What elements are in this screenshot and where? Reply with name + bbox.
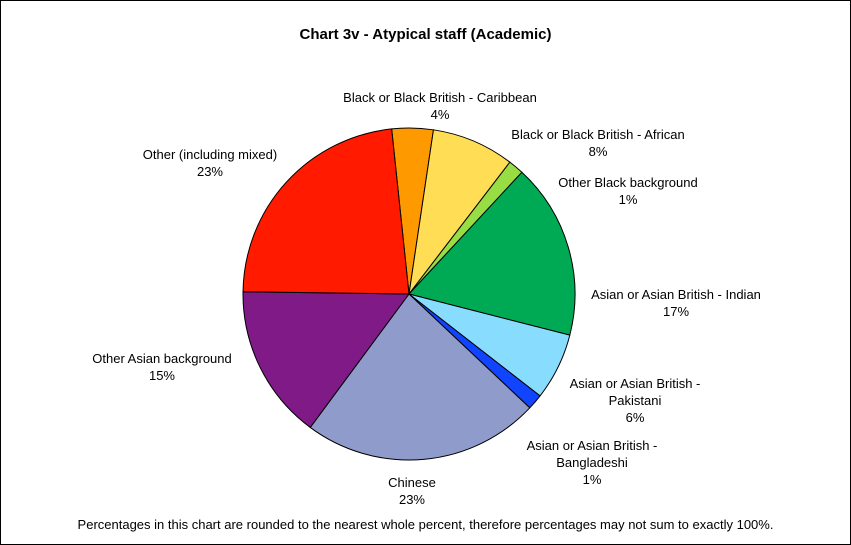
slice-value-label: 6% [625,410,645,425]
slice-value-label: 1% [618,192,638,207]
pie-slice [242,128,410,295]
slice-label-text: Other Asian background [92,351,232,366]
slice-label-text: Bangladeshi [556,455,628,470]
slice-label: Asian or Asian British - Pakistani 6% [570,375,701,426]
slice-value-label: 15% [148,368,176,383]
slice-value-label: 17% [662,304,690,319]
slice-label: Black or Black British - African 8% [511,126,684,160]
slice-label-text: Asian or Asian British - Indian [591,287,761,302]
slice-label-text: Other Black background [558,175,698,190]
slice-label: Other Asian background 15% [92,350,231,384]
slice-label-text: Asian or Asian British - [569,376,701,391]
slice-value-label: 23% [196,164,224,179]
chart-title: Chart 3v - Atypical staff (Academic) [299,26,552,43]
slice-value-label: 8% [588,144,608,159]
slice-value-label: 4% [430,107,450,122]
slice-label-text: Other (including mixed) [142,147,278,162]
pie-slice [408,171,576,336]
slice-label: Black or Black British - Caribbean 4% [343,89,537,123]
slice-label-text: Asian or Asian British - [526,438,658,453]
slice-label: Other Black background 1% [558,174,697,208]
pie-slice [242,291,410,428]
slice-label: Asian or Asian British - Bangladeshi 1% [527,437,658,488]
slice-label-text: Chinese [388,475,436,490]
slice-label: Chinese 23% [388,474,436,508]
chart-footnote: Percentages in this chart are rounded to… [77,517,774,532]
slice-value-label: 1% [582,472,602,487]
slice-value-label: 23% [398,492,426,507]
slice-label-text: Black or Black British - African [511,127,685,142]
slice-label-text: Black or Black British - Caribbean [343,90,537,105]
pie-slice [309,293,531,461]
slice-label: Other (including mixed) 23% [143,146,277,180]
slice-label-text: Pakistani [608,393,662,408]
slice-label: Asian or Asian British - Indian 17% [591,286,761,320]
